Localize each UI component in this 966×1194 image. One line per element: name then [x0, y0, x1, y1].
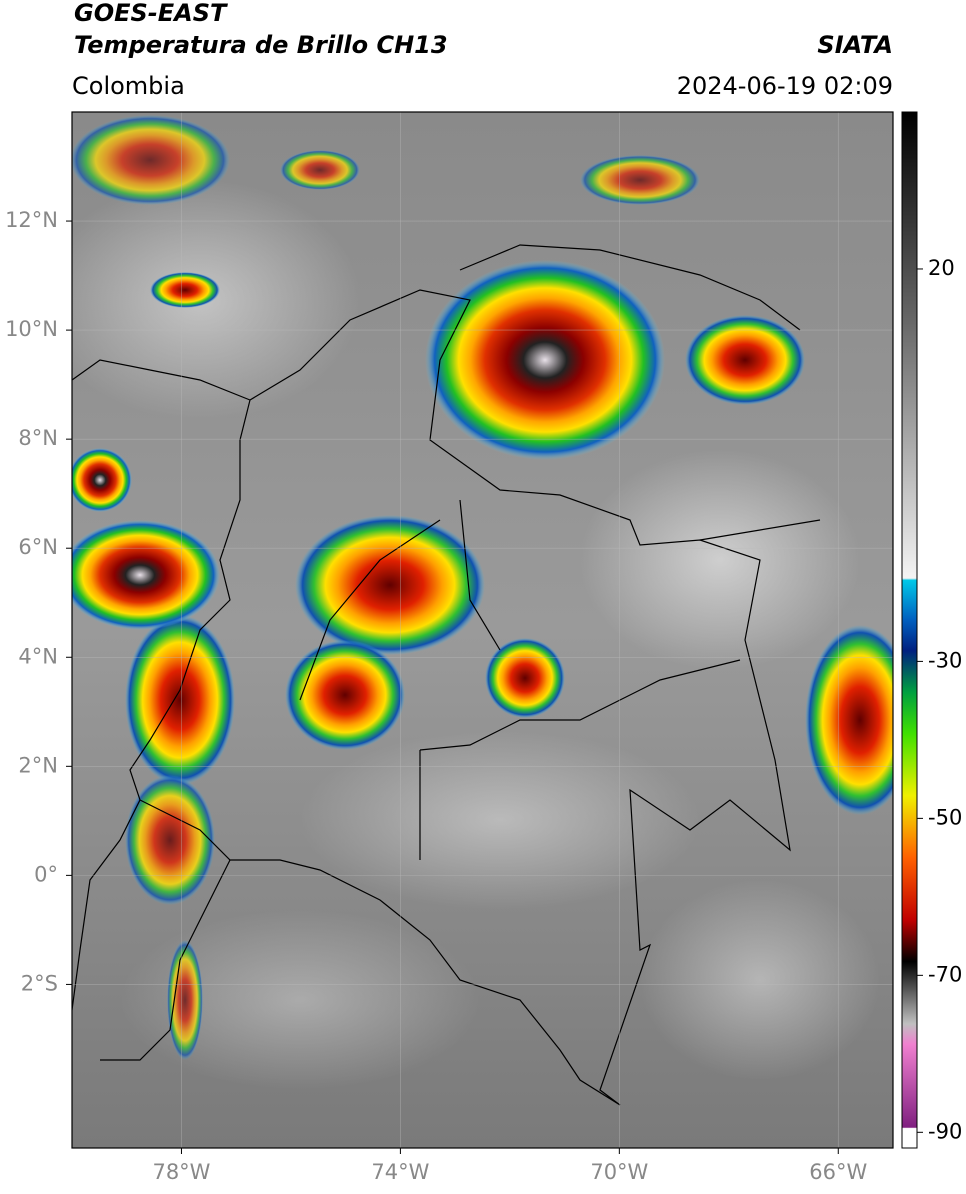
x-tick-label: 74°W [371, 1160, 429, 1184]
satellite-image [72, 112, 893, 1148]
y-tick-label: 2°S [21, 971, 58, 995]
title: GOES-EAST [74, 0, 228, 27]
y-tick-label: 6°N [18, 535, 58, 559]
map-frame [71, 111, 894, 1149]
y-tick-label: 2°N [18, 753, 58, 777]
colorbar-tick-label: -50 [928, 805, 962, 829]
x-tick-label: 70°W [590, 1160, 648, 1184]
colorbar [901, 111, 918, 1149]
y-tick-label: 4°N [18, 644, 58, 668]
x-tick-label: 78°W [152, 1160, 210, 1184]
y-tick-label: 8°N [18, 426, 58, 450]
subtitle: Temperatura de Brillo CH13 [74, 31, 448, 59]
colorbar-tick-label: -70 [928, 962, 962, 986]
y-tick-label: 10°N [5, 317, 58, 341]
colorbar-tick-label: -30 [928, 648, 962, 672]
region: Colombia [72, 72, 185, 100]
timestamp: 2024-06-19 02:09 [677, 72, 893, 100]
y-tick-label: 0° [34, 862, 58, 886]
colorbar-tick-label: 20 [928, 256, 955, 280]
x-tick-label: 66°W [809, 1160, 867, 1184]
colorbar-tick-label: -90 [928, 1119, 962, 1143]
source: SIATA [817, 31, 893, 59]
y-tick-label: 12°N [5, 208, 58, 232]
